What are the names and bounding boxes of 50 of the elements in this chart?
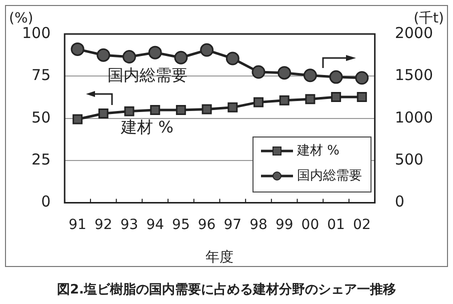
y2-tick-label: 1500 — [394, 66, 434, 84]
y-tick-label: 50 — [32, 108, 51, 126]
y2-tick-label: 500 — [394, 150, 424, 168]
y-tick-label: 25 — [32, 150, 51, 168]
x-tick-label: 01 — [327, 216, 345, 233]
x-tick-label: 97 — [224, 216, 242, 233]
x-tick-label: 92 — [94, 216, 112, 233]
y2-tick-label: 1000 — [394, 108, 434, 126]
point — [279, 95, 290, 106]
x-tick-label: 95 — [172, 216, 190, 233]
x-tick-label: 91 — [68, 216, 86, 233]
point — [148, 46, 162, 60]
point — [252, 65, 266, 79]
annotation: 国内総需要 — [107, 65, 188, 84]
point — [356, 92, 367, 102]
x-tick-label: 98 — [250, 216, 268, 233]
legend-label: 建材 % — [296, 143, 340, 158]
point — [226, 52, 240, 66]
x-tick-label: 96 — [198, 216, 216, 233]
point — [176, 104, 186, 115]
point — [305, 94, 316, 104]
point — [278, 66, 292, 80]
point — [303, 68, 317, 82]
point — [72, 114, 83, 124]
point — [331, 92, 342, 102]
annotation: 建材 % — [120, 118, 174, 137]
y2-tick-label: 0 — [394, 192, 404, 211]
x-tick-label: 94 — [146, 216, 164, 233]
y-tick-label: 75 — [32, 66, 51, 84]
point — [228, 102, 238, 112]
point — [202, 104, 212, 114]
point — [355, 71, 369, 85]
point — [329, 70, 343, 84]
x-tick-label: 02 — [352, 216, 371, 233]
x-axis-title: 年度 — [206, 250, 234, 266]
point — [70, 42, 84, 56]
point — [150, 104, 160, 115]
point — [96, 48, 110, 62]
point — [98, 108, 108, 118]
legend-label: 国内総需要 — [297, 168, 362, 184]
point — [122, 50, 136, 64]
point — [254, 97, 264, 108]
point — [174, 50, 188, 64]
point — [124, 106, 134, 116]
point — [200, 43, 214, 57]
x-tick-label: 00 — [301, 216, 320, 233]
x-tick-label: 93 — [120, 216, 138, 233]
x-tick-label: 99 — [275, 216, 294, 233]
text: 図2.塩ビ樹脂の国内需要に占める建材分野のシェア一推移 — [57, 282, 396, 298]
y-tick-label: 0 — [41, 192, 51, 211]
